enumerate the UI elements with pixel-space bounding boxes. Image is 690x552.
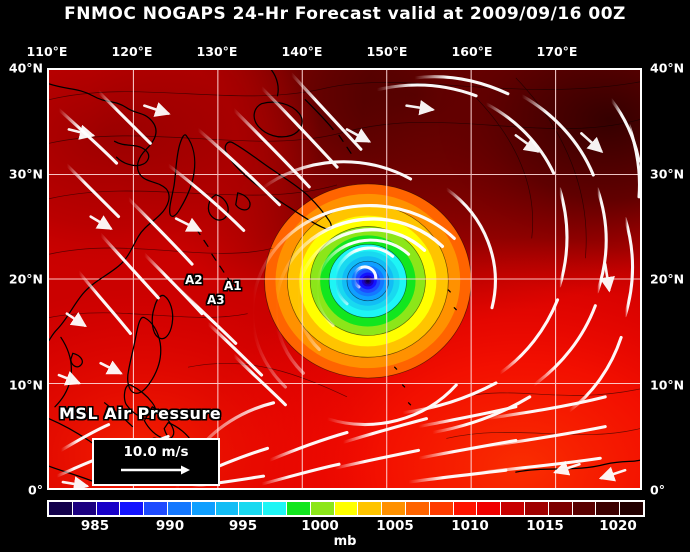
lat-tick-right-2: 20°N: [650, 271, 685, 287]
colorbar-cell-18: [477, 502, 502, 515]
colorbar-cell-6: [191, 502, 216, 515]
site-label-a3: A3: [207, 293, 225, 307]
lat-tick-left-4: 0°: [28, 482, 43, 498]
site-label-a2: A2: [185, 273, 203, 287]
colorbar-cell-17: [453, 502, 478, 515]
colorbar-cell-23: [596, 502, 621, 515]
colorbar-cell-0: [49, 502, 73, 515]
typhoon-pressure-rings: [264, 183, 472, 379]
lat-tick-left-1: 30°N: [8, 166, 43, 181]
lon-tick-0: 110°E: [26, 44, 68, 59]
graticule: [49, 70, 640, 488]
lon-tick-1: 120°E: [111, 44, 153, 59]
colorbar-tick-4: 1005: [376, 518, 414, 534]
colorbar-cell-3: [120, 502, 145, 515]
lon-tick-2: 130°E: [196, 44, 238, 59]
map-plot-area[interactable]: A2 A1 A3 MSL Air Pressure 10.0 m/s: [47, 68, 642, 490]
lat-tick-right-1: 30°N: [650, 166, 685, 181]
lon-tick-3: 140°E: [281, 44, 323, 59]
colorbar-tick-0: 985: [80, 518, 110, 534]
colorbar-cell-2: [96, 502, 121, 515]
colorbar-cell-13: [358, 502, 383, 515]
colorbar-cell-12: [334, 502, 359, 515]
wind-scale-label: 10.0 m/s: [123, 444, 189, 460]
colorbar-tick-2: 995: [228, 518, 258, 534]
site-label-a1: A1: [224, 279, 242, 293]
lat-tick-right-0: 40°N: [650, 60, 685, 76]
colorbar-cell-19: [501, 502, 525, 515]
colorbar-tick-1: 990: [155, 518, 185, 534]
colorbar-cell-9: [263, 502, 287, 515]
colorbar-tick-7: 1020: [599, 518, 637, 534]
colorbar-cell-5: [167, 502, 192, 515]
colorbar-cell-8: [239, 502, 264, 515]
colorbar-cell-21: [548, 502, 573, 515]
figure-title: FNMOC NOGAPS 24-Hr Forecast valid at 200…: [64, 4, 626, 24]
colorbar-tick-6: 1015: [526, 518, 564, 534]
lon-tick-4: 150°E: [366, 44, 408, 59]
colorbar-unit-label: mb: [333, 534, 357, 549]
lon-tick-6: 170°E: [536, 44, 578, 59]
lat-tick-left-2: 20°N: [8, 271, 43, 287]
wind-scale-arrow-icon: [121, 465, 190, 475]
colorbar-cell-15: [405, 502, 430, 515]
lon-tick-5: 160°E: [451, 44, 493, 59]
colorbar-cell-14: [382, 502, 406, 515]
colorbar-cell-20: [524, 502, 549, 515]
colorbar-cell-22: [572, 502, 597, 515]
lat-tick-left-3: 10°N: [8, 377, 43, 392]
lat-tick-left-0: 40°N: [8, 60, 43, 76]
map-canvas: [49, 70, 640, 488]
lat-tick-right-3: 10°N: [650, 377, 685, 392]
wind-scale-box: 10.0 m/s: [92, 438, 220, 486]
pressure-colorbar[interactable]: [47, 500, 645, 517]
colorbar-cell-16: [429, 502, 454, 515]
colorbar-tick-3: 1000: [301, 518, 339, 534]
colorbar-cell-1: [72, 502, 97, 515]
colorbar-cell-10: [286, 502, 311, 515]
colorbar-tick-5: 1010: [451, 518, 489, 534]
field-label: MSL Air Pressure: [59, 404, 222, 423]
lat-tick-right-4: 0°: [650, 482, 665, 498]
wind-arrows: [57, 100, 627, 488]
colorbar-cell-24: [620, 502, 643, 515]
colorbar-cell-11: [310, 502, 335, 515]
colorbar-cell-7: [215, 502, 240, 515]
colorbar-cell-4: [144, 502, 168, 515]
